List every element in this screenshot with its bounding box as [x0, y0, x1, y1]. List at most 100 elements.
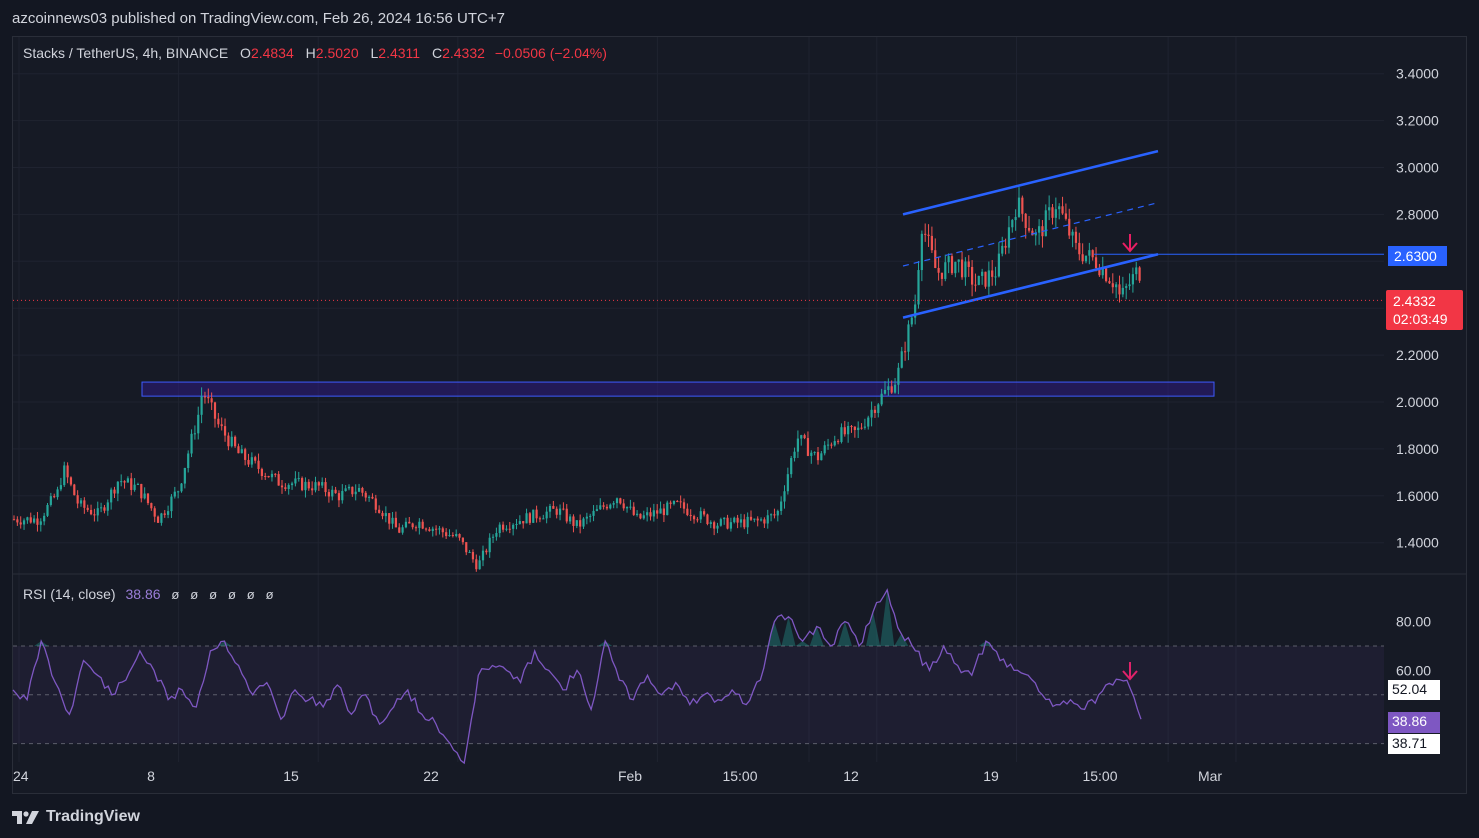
- candle-body: [150, 503, 153, 509]
- candle-body: [569, 516, 572, 522]
- candle-body: [16, 519, 19, 523]
- candle-body: [538, 518, 542, 520]
- candle-body: [696, 519, 699, 521]
- candle-body: [1078, 242, 1081, 255]
- candle-body: [79, 500, 83, 504]
- tradingview-footer[interactable]: TradingView: [12, 804, 140, 830]
- candle-body: [1081, 254, 1084, 262]
- candle-body: [823, 445, 826, 454]
- candle-body: [210, 398, 213, 403]
- support-zone: [141, 381, 1215, 397]
- candle-body: [679, 501, 682, 503]
- candle-body: [264, 475, 267, 477]
- candle-body: [1021, 197, 1024, 214]
- candle-body: [709, 522, 712, 524]
- chart-frame[interactable]: [12, 36, 1467, 794]
- candle-body: [133, 484, 136, 490]
- candle-body: [525, 513, 528, 524]
- candle-body: [344, 488, 347, 491]
- candle-body: [324, 482, 327, 493]
- candle-body: [93, 514, 96, 516]
- rsi-overbought-fill: [809, 626, 824, 646]
- symbol-title[interactable]: Stacks / TetherUS, 4h, BINANCE: [23, 45, 229, 61]
- price-tick-label: 3.0000: [1396, 160, 1439, 176]
- candle-body: [535, 509, 538, 519]
- candle-body: [307, 481, 310, 489]
- candle-body: [860, 427, 863, 429]
- rsi-title[interactable]: RSI (14, close): [23, 586, 116, 602]
- candle-body: [649, 512, 652, 517]
- candle-body: [136, 483, 140, 485]
- candle-body: [552, 505, 555, 509]
- candle-body: [471, 552, 475, 560]
- candle-body: [783, 491, 786, 502]
- candle-body: [555, 508, 558, 515]
- candle-body: [49, 496, 52, 505]
- candle-body: [1071, 231, 1074, 236]
- last-price-label: 2.4332 02:03:49: [1386, 290, 1463, 330]
- candle-body: [327, 492, 330, 497]
- candle-body: [247, 459, 250, 465]
- candle-body: [163, 513, 166, 515]
- candle-body: [984, 271, 987, 287]
- change-value: −0.0506 (−2.04%): [494, 45, 607, 61]
- candle-body: [146, 493, 150, 504]
- candle-body: [947, 256, 950, 263]
- rsi-na-value: ø: [227, 587, 236, 602]
- candle-body: [502, 524, 505, 530]
- rsi-overbought-fill: [767, 621, 782, 646]
- candle-body: [940, 272, 944, 279]
- candle-body: [893, 384, 897, 393]
- candle-body: [910, 317, 913, 325]
- candle-body: [364, 492, 367, 498]
- candle-body: [277, 474, 280, 486]
- candle-body: [280, 485, 284, 488]
- candle-body: [351, 486, 354, 495]
- candle-body: [1084, 255, 1088, 262]
- candle-body: [749, 516, 753, 520]
- rsi-overbought-fill: [866, 611, 881, 646]
- candle-body: [1001, 245, 1004, 254]
- candle-body: [615, 498, 619, 504]
- candle-body: [1105, 268, 1108, 282]
- candle-body: [595, 509, 598, 511]
- candle-body: [451, 535, 454, 537]
- candle-body: [522, 521, 525, 524]
- candle-body: [719, 519, 722, 526]
- price-tick-label: 2.8000: [1396, 206, 1439, 222]
- candle-body: [167, 511, 170, 515]
- candle-body: [284, 487, 287, 489]
- candle-body: [816, 452, 820, 461]
- candle-body: [183, 467, 186, 484]
- candle-body: [56, 489, 59, 498]
- candle-body: [445, 532, 448, 537]
- candle-body: [636, 513, 639, 515]
- candle-body: [692, 516, 696, 520]
- candle-body: [1094, 257, 1098, 269]
- candle-body: [250, 457, 253, 465]
- candle-body: [361, 487, 364, 493]
- candle-body: [870, 409, 873, 418]
- rsi-na-value: ø: [265, 587, 274, 602]
- candle-body: [53, 496, 56, 498]
- candle-body: [659, 508, 662, 514]
- candle-body: [1098, 268, 1101, 276]
- candle-body: [156, 516, 160, 523]
- candle-body: [1128, 284, 1131, 287]
- rsi-ma-label: 52.04: [1388, 680, 1440, 700]
- candle-body: [773, 514, 776, 516]
- candle-body: [110, 489, 113, 503]
- candle-body: [867, 417, 870, 427]
- candle-body: [431, 528, 434, 531]
- candle-body: [981, 271, 984, 276]
- candle-body: [964, 261, 967, 278]
- close-label: C: [431, 45, 443, 61]
- candle-body: [505, 528, 508, 530]
- candle-body: [481, 550, 485, 561]
- candle-body: [187, 453, 190, 468]
- candle-body: [1004, 245, 1007, 248]
- rsi-value: 38.86: [125, 586, 161, 602]
- candle-body: [240, 449, 243, 454]
- candle-body: [974, 284, 977, 286]
